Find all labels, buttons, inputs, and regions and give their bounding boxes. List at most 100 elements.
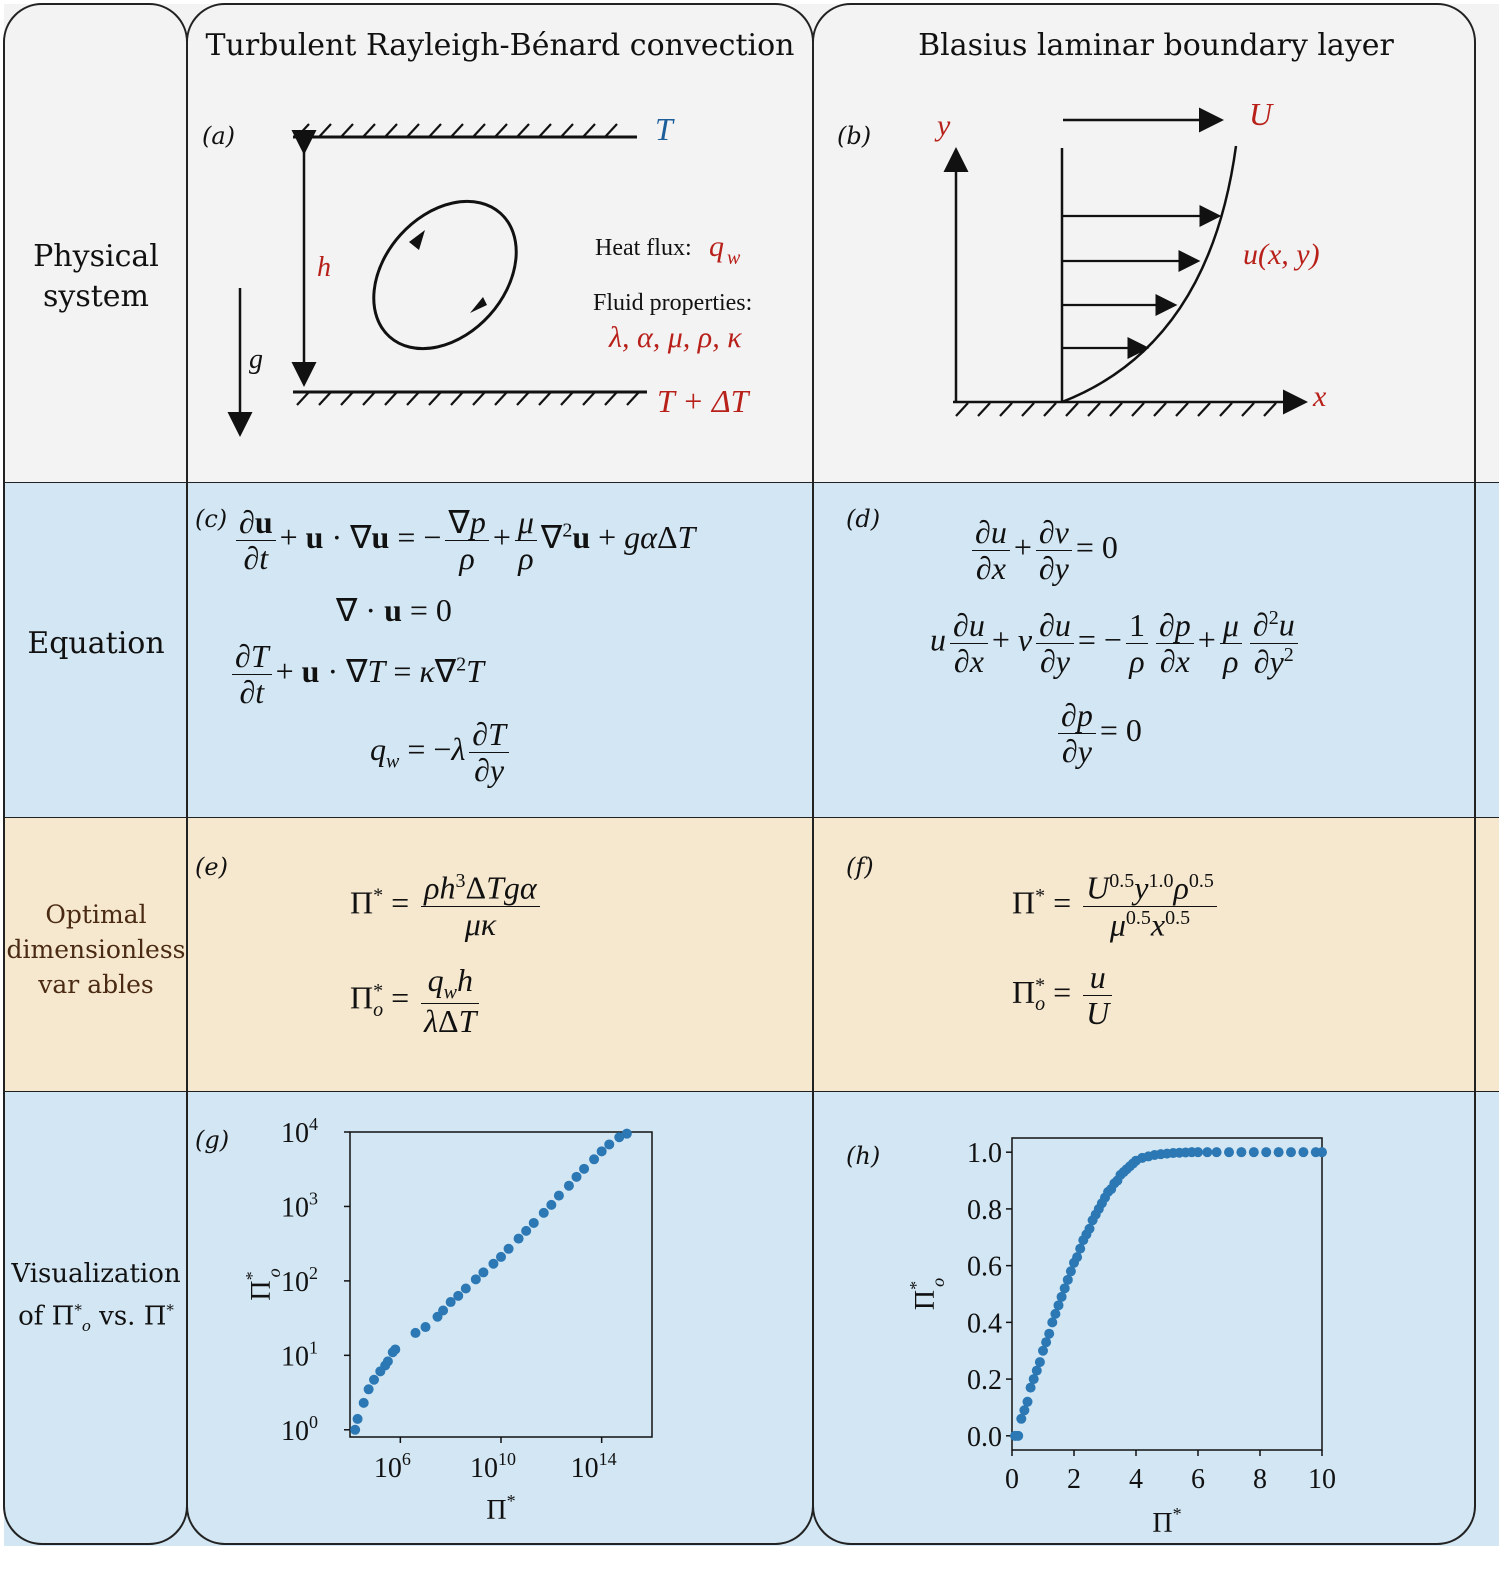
data-point bbox=[363, 1384, 374, 1395]
y-tick-label: 1.0 bbox=[967, 1138, 1002, 1169]
y-tick-label: 104 bbox=[281, 1114, 318, 1149]
data-point bbox=[496, 1251, 506, 1262]
data-point bbox=[1248, 1147, 1259, 1158]
convection-roll bbox=[372, 199, 518, 351]
blasius-pressure: ∂p ∂y = 0 bbox=[1054, 697, 1142, 769]
blasius-continuity: ∂u ∂x + ∂v ∂y = 0 bbox=[968, 514, 1118, 586]
row-label-visualization: Visualization of Π*o vs. Π* bbox=[6, 1256, 186, 1344]
heat-flux-subscript: w bbox=[727, 247, 741, 269]
y-tick-label: 0.2 bbox=[967, 1365, 1002, 1396]
top-plate-hatching bbox=[296, 123, 618, 138]
plot-frame bbox=[1011, 1137, 1323, 1451]
row-label-optimal: Optimal dimensionless var ables bbox=[6, 897, 186, 1002]
rayleigh-benard-diagram: T T + ΔT h g Heat flux: q w Fluid proper… bbox=[227, 111, 752, 437]
data-point bbox=[546, 1199, 557, 1210]
data-point bbox=[1286, 1147, 1296, 1158]
velocity-profile-label: u(x, y) bbox=[1243, 238, 1320, 271]
equation-row bbox=[4, 482, 1499, 817]
data-point bbox=[488, 1258, 499, 1269]
x-tick-label: 1014 bbox=[571, 1449, 617, 1484]
data-point bbox=[382, 1356, 393, 1367]
y-tick-label: 0.4 bbox=[967, 1308, 1002, 1339]
row-label-line: var ables bbox=[38, 970, 154, 999]
x-tick-label: 10 bbox=[1308, 1464, 1336, 1495]
row-label-line: system bbox=[43, 279, 149, 314]
data-point bbox=[1261, 1147, 1272, 1158]
row-label-line: dimensionless bbox=[6, 935, 186, 964]
data-point bbox=[589, 1154, 600, 1165]
data-point bbox=[538, 1207, 549, 1218]
gravity-label: g bbox=[249, 344, 263, 375]
heat-flux-symbol: q bbox=[709, 230, 724, 263]
row-divider bbox=[4, 1091, 1499, 1092]
y-tick-label: 101 bbox=[281, 1337, 318, 1372]
x-tick-label: 1010 bbox=[470, 1449, 516, 1484]
data-point bbox=[521, 1225, 532, 1236]
data-point bbox=[503, 1243, 514, 1254]
data-point bbox=[1025, 1382, 1036, 1393]
data-point bbox=[1031, 1365, 1042, 1376]
data-point bbox=[1053, 1300, 1064, 1311]
data-point bbox=[1044, 1328, 1055, 1339]
data-point bbox=[621, 1128, 632, 1139]
data-point bbox=[410, 1327, 421, 1338]
data-point bbox=[1028, 1374, 1039, 1385]
data-point bbox=[596, 1146, 607, 1157]
data-point bbox=[1056, 1291, 1067, 1302]
data-point bbox=[478, 1267, 489, 1278]
data-point bbox=[1193, 1147, 1203, 1158]
blasius-diagram: U y x u(x, y) bbox=[934, 96, 1327, 417]
y-tick-label: 0.0 bbox=[967, 1422, 1002, 1453]
data-point bbox=[528, 1217, 539, 1228]
data-point bbox=[1211, 1147, 1222, 1158]
data-point bbox=[1034, 1357, 1045, 1368]
roll-arrowhead bbox=[409, 230, 425, 250]
data-point bbox=[1038, 1345, 1048, 1356]
data-point bbox=[470, 1274, 481, 1285]
optimal-variables-row bbox=[4, 817, 1499, 1091]
data-point bbox=[1016, 1413, 1027, 1424]
x-tick-label: 4 bbox=[1129, 1464, 1143, 1495]
fluid-properties-label: Fluid properties: bbox=[593, 290, 752, 316]
data-point bbox=[1019, 1405, 1030, 1416]
data-point bbox=[390, 1344, 401, 1355]
panel-label-f: (f) bbox=[846, 853, 874, 881]
row-label-line: of Π*o vs. Π* bbox=[18, 1301, 174, 1335]
y-axis-label: y bbox=[934, 109, 951, 142]
data-point bbox=[1022, 1396, 1033, 1407]
right-column-title: Blasius laminar boundary layer bbox=[918, 28, 1394, 63]
data-point bbox=[513, 1233, 524, 1244]
row-label-text: vs. bbox=[90, 1301, 144, 1332]
data-point bbox=[445, 1297, 456, 1308]
scatter-chart-h: 0 2 4 6 8 10 0.0 0.2 0.4 0.6 0.8 1.0 Π* Π* o bbox=[906, 1137, 1336, 1539]
pi-output-rb: Π*o = qwh λΔT bbox=[350, 962, 483, 1040]
velocity-profile-curve bbox=[1061, 145, 1238, 404]
plot-frame bbox=[349, 1131, 653, 1438]
data-point bbox=[1317, 1147, 1327, 1158]
data-point bbox=[1050, 1308, 1061, 1319]
pi-star-blasius: Π* = U0.5y1.0ρ0.5 μ0.5x0.5 bbox=[1012, 870, 1221, 943]
data-point bbox=[1072, 1252, 1083, 1263]
row-label-line: Visualization bbox=[11, 1259, 181, 1289]
row-label-physical: Physical system bbox=[6, 237, 186, 317]
x-axis-label: Π* bbox=[486, 1491, 515, 1526]
x-tick-label: 8 bbox=[1253, 1464, 1267, 1495]
data-point bbox=[420, 1322, 431, 1333]
data-point bbox=[1236, 1147, 1247, 1158]
bottom-temperature-label: T + ΔT bbox=[657, 383, 751, 419]
data-point bbox=[358, 1397, 369, 1408]
y-tick-label: 102 bbox=[281, 1263, 318, 1298]
y-axis-label: Π* o bbox=[242, 1268, 284, 1300]
y-tick-label: 103 bbox=[281, 1188, 318, 1223]
heat-flux-equation: qw = −λ ∂T ∂y bbox=[370, 716, 513, 788]
row-label-line: Optimal bbox=[45, 900, 147, 929]
data-point bbox=[604, 1139, 615, 1150]
y-tick-label: 0.8 bbox=[967, 1195, 1002, 1226]
freestream-velocity-label: U bbox=[1249, 96, 1274, 132]
left-column-title: Turbulent Rayleigh-Bénard convection bbox=[205, 28, 795, 63]
data-point bbox=[438, 1305, 449, 1316]
row-label-line: Physical bbox=[33, 239, 159, 274]
data-point bbox=[1084, 1223, 1095, 1234]
panel-label-c: (c) bbox=[195, 505, 228, 533]
